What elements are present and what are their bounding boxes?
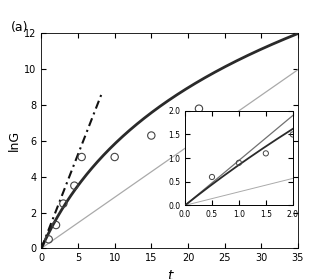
Text: (a): (a) (11, 21, 28, 33)
Point (263, 151, 268, 156)
Point (46, 237, 51, 242)
Point (53, 223, 59, 227)
Point (112, 155, 117, 159)
Point (61, 201, 66, 206)
Y-axis label: lnG: lnG (8, 130, 22, 151)
Point (236, 161, 242, 165)
X-axis label: t: t (167, 269, 172, 279)
Point (209, 175, 214, 179)
Point (149, 133, 154, 138)
Point (72, 183, 77, 188)
Point (290, 132, 295, 137)
Point (196, 107, 202, 111)
Point (79, 155, 84, 159)
